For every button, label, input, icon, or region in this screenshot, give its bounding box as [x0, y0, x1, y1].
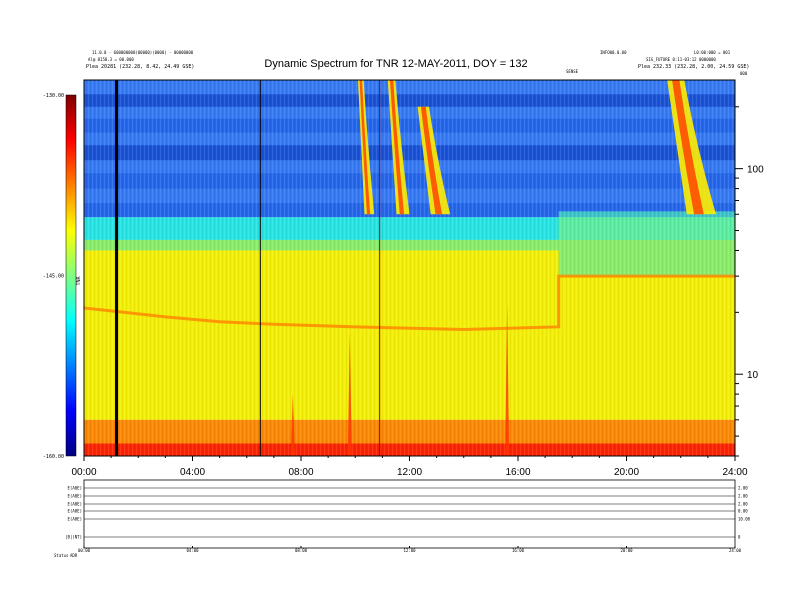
lower-footer-label: Status	[54, 553, 69, 558]
x-tick-label: 00:00	[71, 467, 96, 478]
lower-row-value: 0	[738, 535, 741, 540]
lower-row-value: 0.00	[738, 509, 748, 514]
header-left-line2: Al@ 8158.3 = 00.000	[88, 57, 134, 62]
lower-row-label: E(A0E)	[68, 486, 82, 491]
lower-x-tick-label: 12:00	[403, 548, 416, 553]
header-right-line3: SIG_FUTURE 0:11-03:12 0000000	[646, 57, 716, 62]
type3-burst-core	[672, 80, 704, 215]
type3-burst-core	[420, 106, 443, 215]
lower-row-value: 10.00	[738, 517, 751, 522]
lower-row-label: E(A0E)	[68, 494, 82, 499]
spectrum-area	[84, 80, 735, 456]
lower-x-tick-label: 00:00	[78, 548, 91, 553]
lower-x-tick-label: 04:00	[186, 548, 199, 553]
type3-burst-core	[359, 80, 371, 215]
header-right-line2: L0:00:000 = 801	[694, 50, 731, 55]
colorbar-rect	[65, 94, 77, 457]
x-tick-label: 12:00	[397, 467, 422, 478]
x-tick-label: 20:00	[614, 467, 639, 478]
type3-burst-core	[389, 80, 405, 215]
y-tick-label: 100	[747, 165, 764, 176]
colorbar-tick-label: -145.00	[43, 274, 64, 280]
lower-x-tick-label: 24:00	[729, 548, 742, 553]
x-tick-label: 04:00	[180, 467, 205, 478]
axes: 00:00 04:00 08:00 12:00 16:00 20:00 24:00 10 100	[71, 79, 764, 478]
lower-x-tick-label: 20:00	[620, 548, 633, 553]
spike	[505, 303, 510, 456]
header-right-line4: Plea 232.33 (232.28, 2.00, 24.59 GSE)	[638, 64, 750, 70]
lower-row-label: E(A0E)	[68, 502, 82, 507]
colorbar-tick-label: -130.00	[43, 93, 64, 99]
lower-row-value: 2.00	[738, 494, 748, 499]
lower-frame	[83, 479, 736, 549]
header-right-small: SENSE	[566, 69, 579, 74]
y-tick-label: 10	[747, 370, 759, 381]
header-right-corner: 000	[740, 71, 748, 76]
lower-footer-label2: ADR	[70, 553, 78, 558]
lower-x-tick-label: 16:00	[512, 548, 525, 553]
lower-x-tick-label: 08:00	[295, 548, 308, 553]
spike	[290, 394, 295, 456]
lower-row-label: |B|(NT)	[65, 535, 82, 540]
header-left-line1: 11.0.0 - 600000000(00000)(0000) - 000000…	[92, 50, 194, 55]
colorbar: -130.00 -145.00 -160.00 TNR	[43, 93, 82, 460]
lower-row-label: E(A0E)	[68, 517, 82, 522]
lower-panels: E(A0E) 2.00 E(A0E) 2.00 E(A0E) 2.00 E(A0E) 0.00…	[54, 479, 751, 558]
x-tick-label: 08:00	[288, 467, 313, 478]
x-tick-label: 24:00	[722, 467, 747, 478]
spectrum-texture	[84, 80, 735, 456]
header-left-line3: Plea 20281 (232.28, 8.42, 24.49 GSE)	[86, 64, 195, 70]
x-tick-label: 16:00	[505, 467, 530, 478]
colorbar-label: TNR	[76, 275, 82, 285]
spike	[347, 332, 352, 456]
lower-row-value: 2.00	[738, 502, 748, 507]
lower-row-value: 2.00	[738, 486, 748, 491]
lower-row-label: E(A0E)	[68, 509, 82, 514]
chart-title: Dynamic Spectrum for TNR 12-MAY-2011, DO…	[264, 58, 528, 70]
header-right-line1: INFO00.0.00	[600, 50, 627, 55]
plasma-line	[84, 274, 735, 332]
colorbar-tick-label: -160.00	[43, 454, 64, 460]
